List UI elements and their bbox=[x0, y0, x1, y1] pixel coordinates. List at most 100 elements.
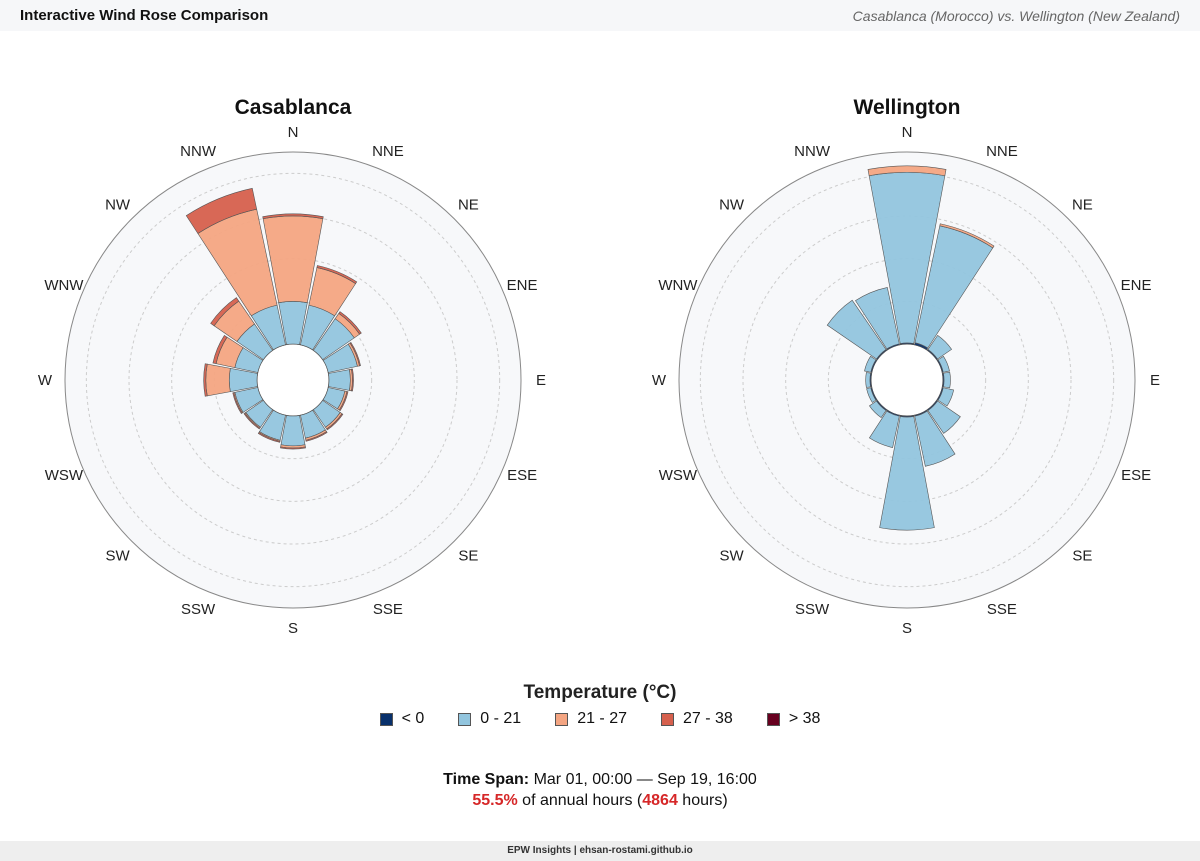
time-span-label: Time Span: bbox=[443, 771, 530, 788]
radial-gridline bbox=[85, 172, 501, 588]
bar-nne-bin3[interactable] bbox=[316, 265, 358, 285]
bar-wnw-bin1[interactable] bbox=[864, 355, 877, 373]
legend-item-below-0[interactable]: < 0 bbox=[379, 710, 425, 728]
legend-swatch bbox=[766, 712, 780, 726]
time-span-range: Mar 01, 00:00 — Sep 19, 16:00 bbox=[533, 771, 757, 788]
bar-ne-bin1[interactable] bbox=[927, 334, 953, 360]
legend-swatch bbox=[379, 712, 393, 726]
bar-se-bin3[interactable] bbox=[326, 413, 344, 431]
direction-label-s: S bbox=[902, 620, 912, 637]
direction-label-se: SE bbox=[458, 547, 478, 564]
bar-nnw-bin1[interactable] bbox=[855, 287, 900, 350]
chart-title: Wellington bbox=[854, 96, 961, 119]
bar-ese-bin3[interactable] bbox=[338, 391, 349, 412]
bar-n-bin3[interactable] bbox=[262, 213, 324, 220]
direction-label-w: W bbox=[38, 372, 53, 389]
hours-count: 4864 bbox=[642, 792, 678, 809]
direction-label-se: SE bbox=[1072, 547, 1092, 564]
bar-ssw-bin3[interactable] bbox=[257, 432, 281, 443]
wind-rose-charts[interactable]: CasablancaNNNENEENEEESESESSESSSWSWWSWWWN… bbox=[0, 0, 1200, 680]
legend-item-27-38[interactable]: 27 - 38 bbox=[661, 710, 733, 728]
direction-label-n: N bbox=[902, 124, 913, 141]
legend-items: < 0 0 - 21 21 - 27 27 - 38 > 38 bbox=[0, 710, 1200, 728]
top-bar: Interactive Wind Rose Comparison Casabla… bbox=[0, 0, 1200, 31]
bar-w-bin2[interactable] bbox=[205, 363, 231, 397]
radial-gridline bbox=[742, 215, 1072, 545]
direction-label-nne: NNE bbox=[372, 143, 404, 160]
direction-label-w: W bbox=[652, 372, 667, 389]
bar-nw-bin3[interactable] bbox=[210, 297, 240, 327]
direction-label-nnw: NNW bbox=[794, 143, 831, 160]
direction-label-s: S bbox=[288, 620, 298, 637]
legend-label: 21 - 27 bbox=[577, 710, 627, 727]
legend-label: < 0 bbox=[401, 710, 425, 727]
direction-label-wnw: WNW bbox=[658, 277, 698, 294]
bar-wsw-bin1[interactable] bbox=[866, 387, 877, 403]
direction-label-ssw: SSW bbox=[181, 601, 216, 618]
bar-sw-bin1[interactable] bbox=[869, 400, 887, 418]
bar-e-bin1[interactable] bbox=[943, 371, 951, 389]
direction-label-sw: SW bbox=[106, 547, 131, 564]
footer: EPW Insights | ehsan-rostami.github.io bbox=[0, 841, 1200, 861]
legend-item-0-21[interactable]: 0 - 21 bbox=[458, 710, 521, 728]
annual-hours-text: of annual hours ( bbox=[517, 792, 643, 809]
hours-suffix: hours) bbox=[677, 792, 728, 809]
annual-percent: 55.5% bbox=[472, 792, 518, 809]
bar-wnw-bin3[interactable] bbox=[212, 334, 228, 364]
chart-title: Casablanca bbox=[235, 96, 352, 119]
direction-label-n: N bbox=[288, 124, 299, 141]
time-span-summary: Time Span: Mar 01, 00:00 — Sep 19, 16:00… bbox=[0, 769, 1200, 811]
bar-ne-bin3[interactable] bbox=[338, 311, 362, 335]
bar-e-bin3[interactable] bbox=[351, 368, 354, 392]
bar-ene-bin3[interactable] bbox=[349, 341, 361, 367]
legend-item-above-38[interactable]: > 38 bbox=[766, 710, 821, 728]
wind-rose-casablanca: Casablanca N NNE NE ENE E ESE SE SSE S SSW SW WSW W WN… bbox=[38, 96, 546, 637]
bar-w-bin1[interactable] bbox=[865, 372, 871, 388]
wind-rose-wellington: Wellington N NNE NE ENE E ESE SE SSE S SSW SW WSW W WN… bbox=[652, 96, 1160, 637]
bar-ese-bin1[interactable] bbox=[937, 387, 955, 407]
direction-label-wsw: WSW bbox=[659, 467, 698, 484]
direction-label-nnw: NNW bbox=[180, 143, 217, 160]
direction-label-ssw: SSW bbox=[795, 601, 830, 618]
bar-s-bin3[interactable] bbox=[280, 446, 306, 450]
bar-nw-bin1[interactable] bbox=[826, 299, 887, 360]
direction-label-ne: NE bbox=[458, 197, 479, 214]
bar-ene-bin1[interactable] bbox=[937, 355, 950, 373]
direction-label-ene: ENE bbox=[507, 277, 538, 294]
bar-n-bin2[interactable] bbox=[867, 165, 947, 177]
direction-label-sse: SSE bbox=[373, 601, 403, 618]
time-span-line: Time Span: Mar 01, 00:00 — Sep 19, 16:00 bbox=[0, 769, 1200, 790]
polar-hole bbox=[870, 343, 944, 417]
direction-label-ese: ESE bbox=[507, 467, 537, 484]
bar-sw-bin3[interactable] bbox=[243, 412, 261, 430]
legend-swatch bbox=[555, 712, 569, 726]
bar-nne-bin2[interactable] bbox=[939, 223, 995, 249]
bar-se-bin1[interactable] bbox=[927, 400, 961, 434]
direction-label-e: E bbox=[536, 372, 546, 389]
bar-sse-bin1[interactable] bbox=[914, 410, 956, 467]
polar-hole bbox=[256, 343, 330, 417]
direction-label-ene: ENE bbox=[1121, 277, 1152, 294]
bar-wsw-bin3[interactable] bbox=[232, 392, 243, 414]
direction-label-nw: NW bbox=[105, 197, 131, 214]
app-subtitle: Casablanca (Morocco) vs. Wellington (New… bbox=[852, 7, 1180, 24]
app-title: Interactive Wind Rose Comparison bbox=[20, 7, 269, 24]
bar-sse-bin3[interactable] bbox=[305, 431, 328, 442]
legend-title: Temperature (°C) bbox=[523, 682, 677, 703]
legend-label: > 38 bbox=[788, 710, 821, 727]
direction-label-ne: NE bbox=[1072, 197, 1093, 214]
legend-swatch bbox=[661, 712, 674, 726]
direction-label-wsw: WSW bbox=[45, 467, 84, 484]
bar-w-bin3[interactable] bbox=[203, 363, 208, 397]
legend-label: 0 - 21 bbox=[480, 710, 522, 727]
bar-s-bin1[interactable] bbox=[879, 416, 935, 531]
direction-label-wnw: WNW bbox=[44, 277, 84, 294]
bar-e-bin1[interactable] bbox=[328, 369, 351, 391]
direction-label-e: E bbox=[1150, 372, 1160, 389]
bar-ssw-bin1[interactable] bbox=[868, 410, 900, 448]
bar-nnw-bin3[interactable] bbox=[185, 187, 258, 234]
legend-item-21-27[interactable]: 21 - 27 bbox=[555, 710, 627, 728]
radial-gridline bbox=[827, 300, 987, 460]
direction-label-nw: NW bbox=[719, 197, 745, 214]
direction-label-sw: SW bbox=[720, 547, 745, 564]
